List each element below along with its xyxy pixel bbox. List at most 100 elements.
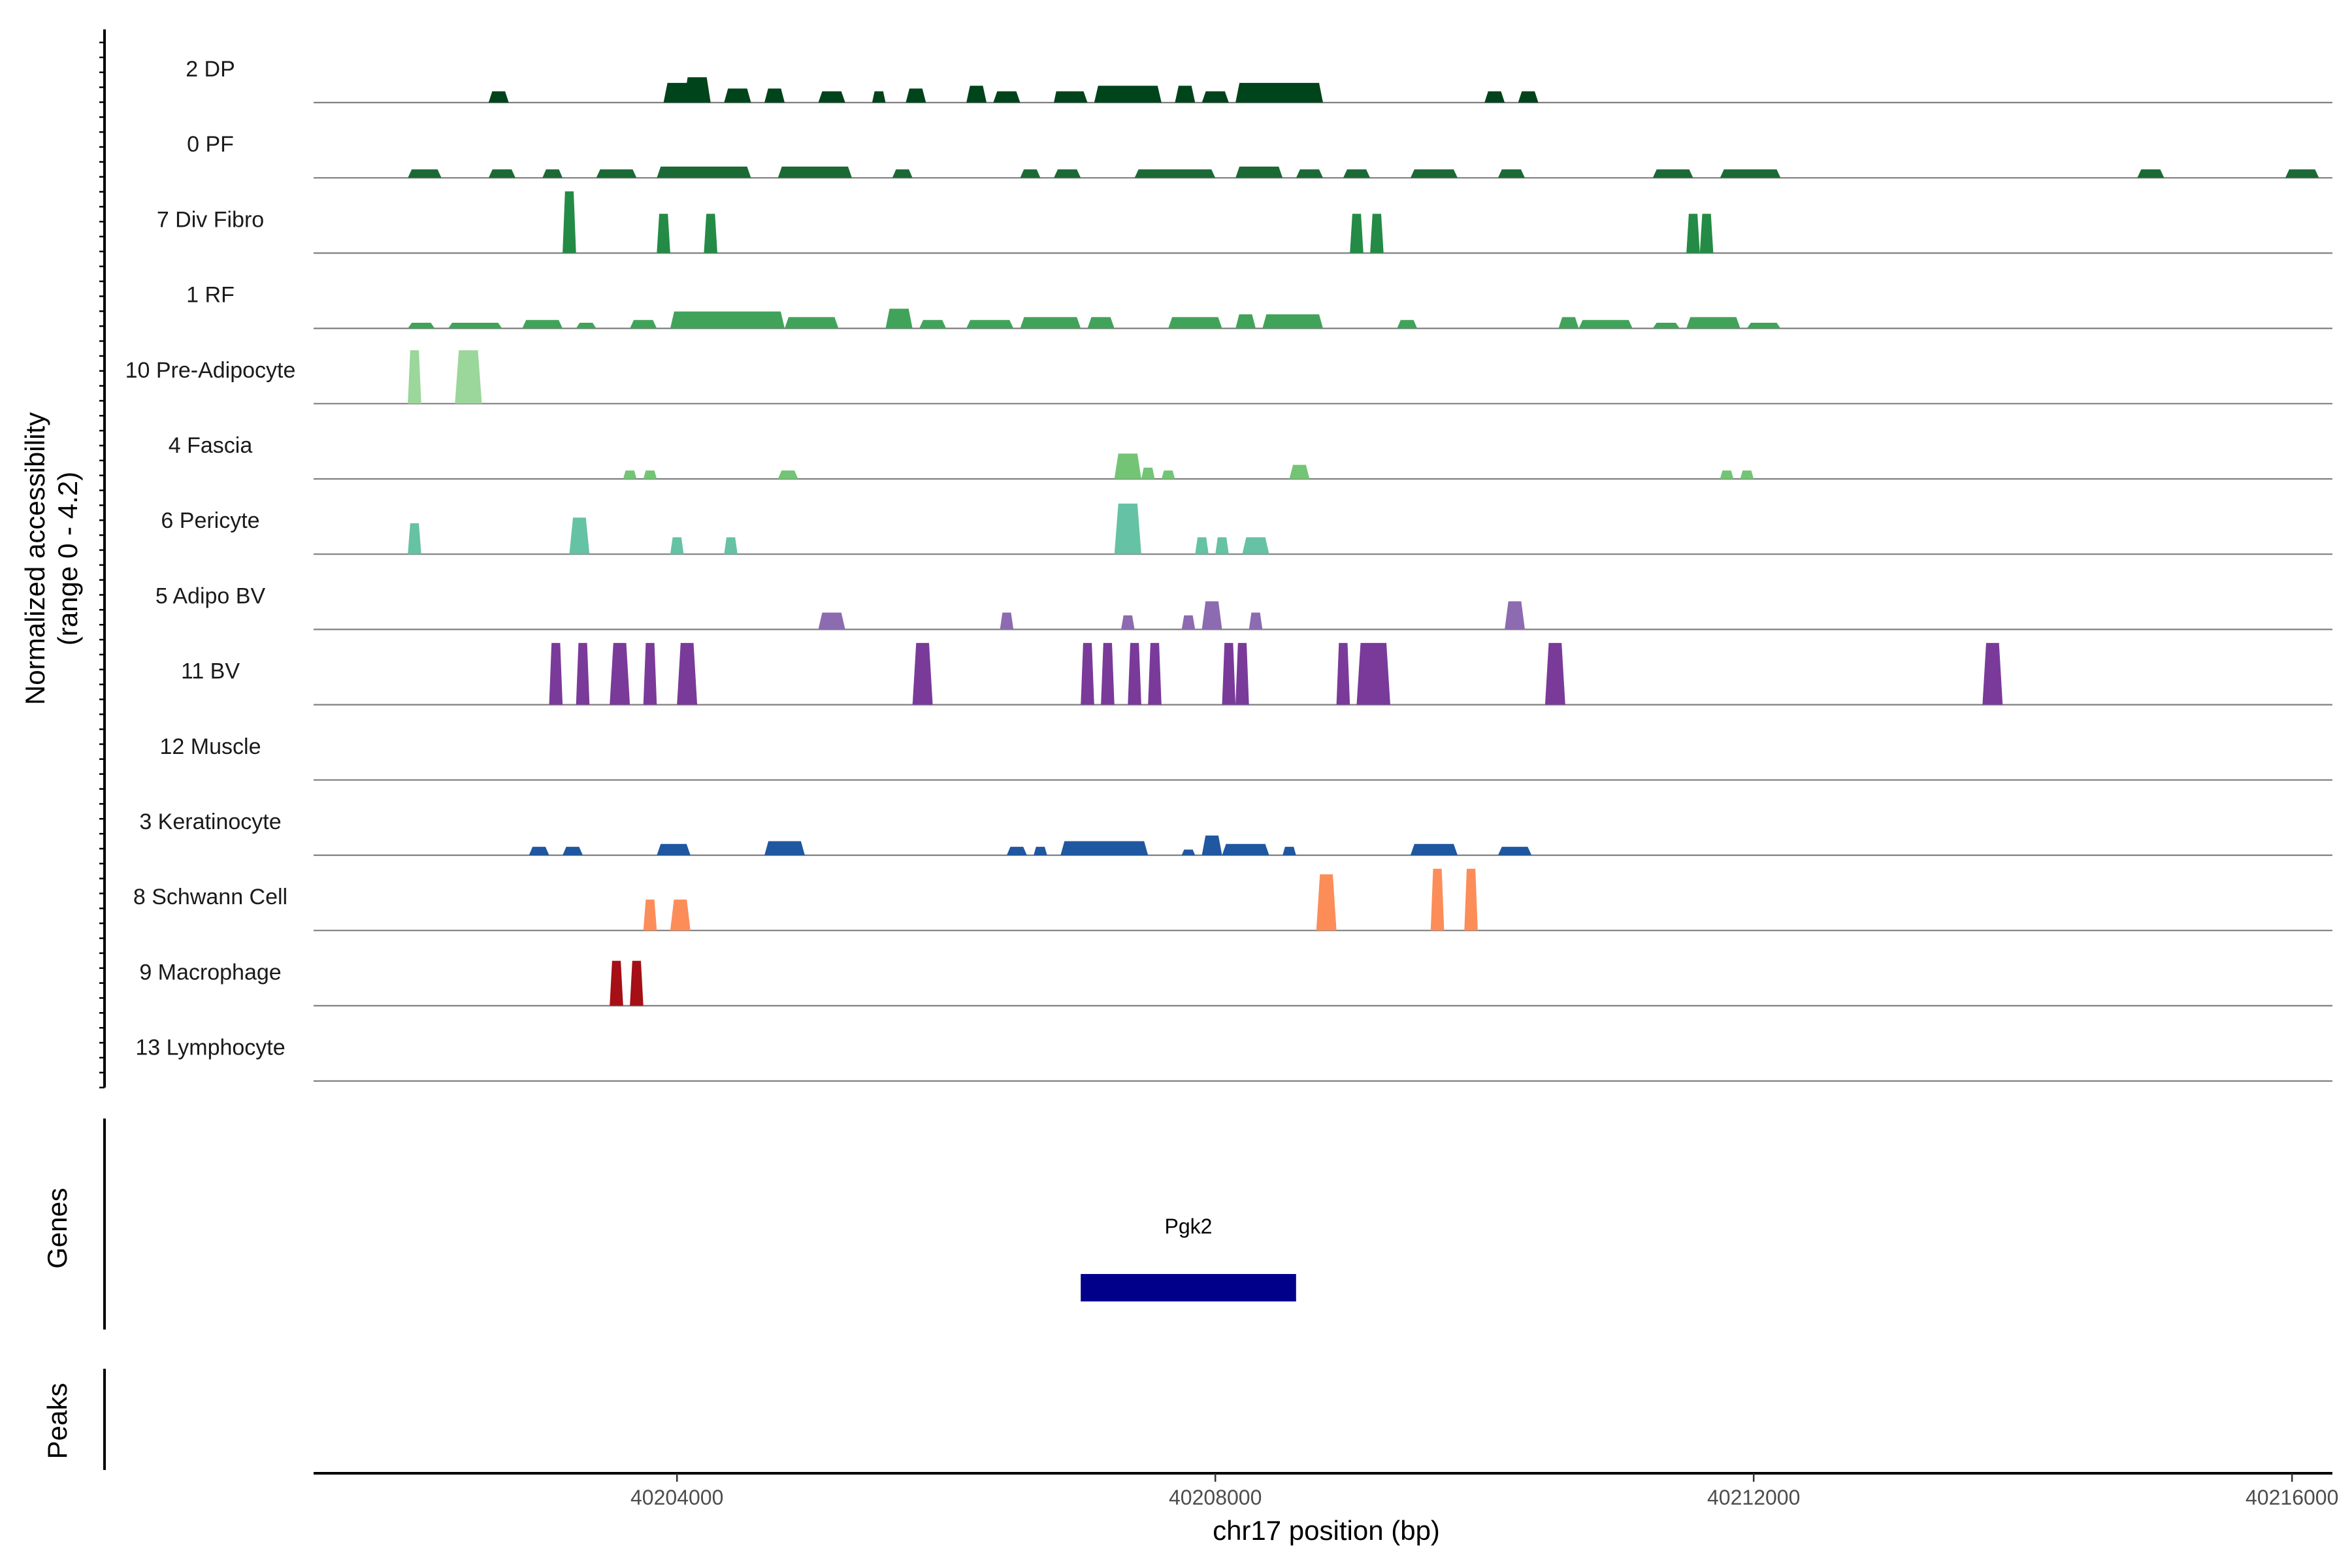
track-label-1-rf: 1 RF (186, 283, 235, 308)
track-7-div-fibro: 7 Div Fibro (157, 191, 2332, 254)
track-13-lymphocyte: 13 Lymphocyte (135, 1036, 2332, 1082)
coverage-peak-1-rf-14 (1235, 314, 1256, 329)
coverage-peak-2-dp-15 (1201, 91, 1229, 103)
coverage-peak-4-fascia-2 (643, 470, 657, 479)
coverage-peak-1-rf-5 (630, 319, 657, 329)
coverage-peak-0-pf-11 (1235, 167, 1283, 178)
coverage-peak-1-rf-10 (966, 319, 1014, 329)
coverage-peak-11-bv-16 (1982, 643, 2003, 705)
coverage-peak-2-dp-6 (818, 91, 845, 103)
coverage-peak-7-div-fibro-5 (1370, 214, 1384, 253)
coverage-peak-7-div-fibro-3 (704, 214, 717, 253)
gene-label-pgk2: Pgk2 (1165, 1215, 1213, 1238)
coverage-peak-0-pf-19 (2285, 169, 2319, 178)
x-tick-label: 40204000 (630, 1486, 723, 1509)
coverage-peak-8-schwann-cell-4 (1430, 868, 1445, 931)
track-label-6-pericyte: 6 Pericyte (161, 508, 259, 533)
coverage-peak-3-keratinocyte-12 (1410, 843, 1458, 855)
coverage-peak-11-bv-11 (1222, 643, 1236, 705)
track-label-11-bv: 11 BV (181, 659, 240, 684)
coverage-peak-2-dp-8 (906, 88, 926, 103)
coverage-peak-2-dp-18 (1518, 91, 1539, 103)
coverage-peak-8-schwann-cell-2 (670, 899, 691, 931)
coverage-peak-11-bv-8 (1101, 643, 1115, 705)
x-tick-label: 40212000 (1707, 1486, 1800, 1509)
coverage-peak-6-pericyte-7 (1215, 537, 1229, 555)
coverage-peak-6-pericyte-8 (1242, 537, 1269, 555)
coverage-peak-2-dp-17 (1484, 91, 1505, 103)
left-axes (99, 29, 106, 1470)
coverage-peak-8-schwann-cell-1 (643, 899, 657, 931)
coverage-peak-7-div-fibro-7 (1699, 214, 1714, 253)
coverage-peak-9-macrophage-2 (630, 960, 644, 1006)
coverage-peak-2-dp-1 (488, 91, 509, 103)
coverage-peak-1-rf-9 (919, 319, 947, 329)
y-axis-title-line1: Normalized accessibility (20, 412, 50, 705)
coverage-peak-11-bv-15 (1544, 643, 1565, 705)
coverage-peak-3-keratinocyte-5 (1006, 847, 1027, 855)
coverage-peak-3-keratinocyte-10 (1222, 843, 1269, 855)
coverage-peak-2-dp-5 (764, 88, 785, 103)
coverage-peak-1-rf-19 (1652, 323, 1680, 329)
track-label-4-fascia: 4 Fascia (169, 433, 253, 458)
coverage-peak-2-dp-16 (1235, 82, 1323, 103)
coverage-peak-0-pf-16 (1652, 169, 1693, 178)
track-label-5-adipo-bv: 5 Adipo BV (155, 583, 266, 608)
coverage-peak-1-rf-17 (1558, 317, 1579, 329)
coverage-peak-5-adipo-bv-7 (1505, 601, 1525, 630)
gene-body-pgk2 (1081, 1274, 1296, 1301)
coverage-peak-9-macrophage-1 (610, 960, 623, 1006)
peaks-panel-title: Peaks (42, 1383, 73, 1460)
x-axis: 40204000 40208000 40212000 40216000 (314, 1472, 2338, 1509)
track-4-fascia: 4 Fascia (169, 433, 2332, 480)
coverage-peak-2-dp-12 (1060, 91, 1088, 103)
coverage-peak-5-adipo-bv-5 (1201, 601, 1222, 630)
coverage-peak-11-bv-13 (1336, 643, 1350, 705)
coverage-peak-1-rf-2 (448, 323, 502, 329)
coverage-peak-1-rf-3 (522, 319, 563, 329)
coverage-peak-7-div-fibro-6 (1686, 214, 1700, 253)
coverage-peak-3-keratinocyte-6 (1034, 847, 1047, 855)
coverage-peak-0-pf-6 (777, 167, 852, 178)
coverage-peak-0-pf-15 (1497, 169, 1525, 178)
coverage-peak-4-fascia-6 (1161, 470, 1175, 479)
x-axis-title: chr17 position (bp) (1213, 1515, 1440, 1546)
coverage-peak-4-fascia-4 (1114, 453, 1141, 479)
coverage-peak-2-dp-14 (1175, 86, 1196, 103)
coverage-peak-5-adipo-bv-3 (1121, 615, 1135, 630)
genes-panel-title: Genes (42, 1188, 73, 1269)
coverage-peak-7-div-fibro-2 (657, 214, 670, 253)
coverage-peak-1-rf-7 (785, 317, 839, 329)
coverage-peak-6-pericyte-1 (408, 523, 421, 555)
track-2-dp: 2 DP (186, 57, 2332, 104)
coverage-peak-1-rf-11 (1020, 317, 1081, 329)
coverage-peak-11-bv-2 (576, 643, 590, 705)
track-3-keratinocyte: 3 Keratinocyte (139, 809, 2332, 857)
coverage-peak-11-bv-1 (549, 643, 563, 705)
coverage-peak-8-schwann-cell-5 (1464, 868, 1478, 931)
coverage-peak-5-adipo-bv-6 (1249, 612, 1263, 630)
track-label-12-muscle: 12 Muscle (160, 734, 261, 759)
coverage-peak-4-fascia-1 (623, 470, 637, 479)
coverage-peak-3-keratinocyte-11 (1282, 847, 1296, 855)
track-8-schwann-cell: 8 Schwann Cell (133, 868, 2332, 932)
y-axis-title-line2: (range 0 - 4.2) (52, 472, 83, 645)
coverage-peak-4-fascia-7 (1289, 465, 1310, 479)
coverage-peak-11-bv-10 (1148, 643, 1162, 705)
track-0-pf: 0 PF (187, 132, 2332, 179)
track-label-3-keratinocyte: 3 Keratinocyte (139, 809, 281, 834)
x-tick-label: 40216000 (2246, 1486, 2338, 1509)
coverage-peak-2-dp-10 (993, 91, 1021, 103)
coverage-peak-11-bv-14 (1356, 643, 1390, 705)
coverage-peak-1-rf-6 (670, 311, 785, 329)
coverage-peak-0-pf-7 (892, 169, 913, 178)
coverage-peak-1-rf-20 (1686, 317, 1740, 329)
track-layer: 2 DP 0 PF 7 Div Fibro 1 RF 10 Pre-Adipocyte 4… (125, 57, 2332, 1082)
coverage-peak-0-pf-12 (1296, 169, 1323, 178)
coverage-peak-0-pf-9 (1054, 169, 1081, 178)
coverage-peak-11-bv-5 (677, 643, 698, 705)
coverage-peak-8-schwann-cell-3 (1316, 874, 1337, 931)
coverage-peak-10-pre-adipocyte-2 (455, 350, 482, 404)
coverage-peak-0-pf-14 (1410, 169, 1458, 178)
